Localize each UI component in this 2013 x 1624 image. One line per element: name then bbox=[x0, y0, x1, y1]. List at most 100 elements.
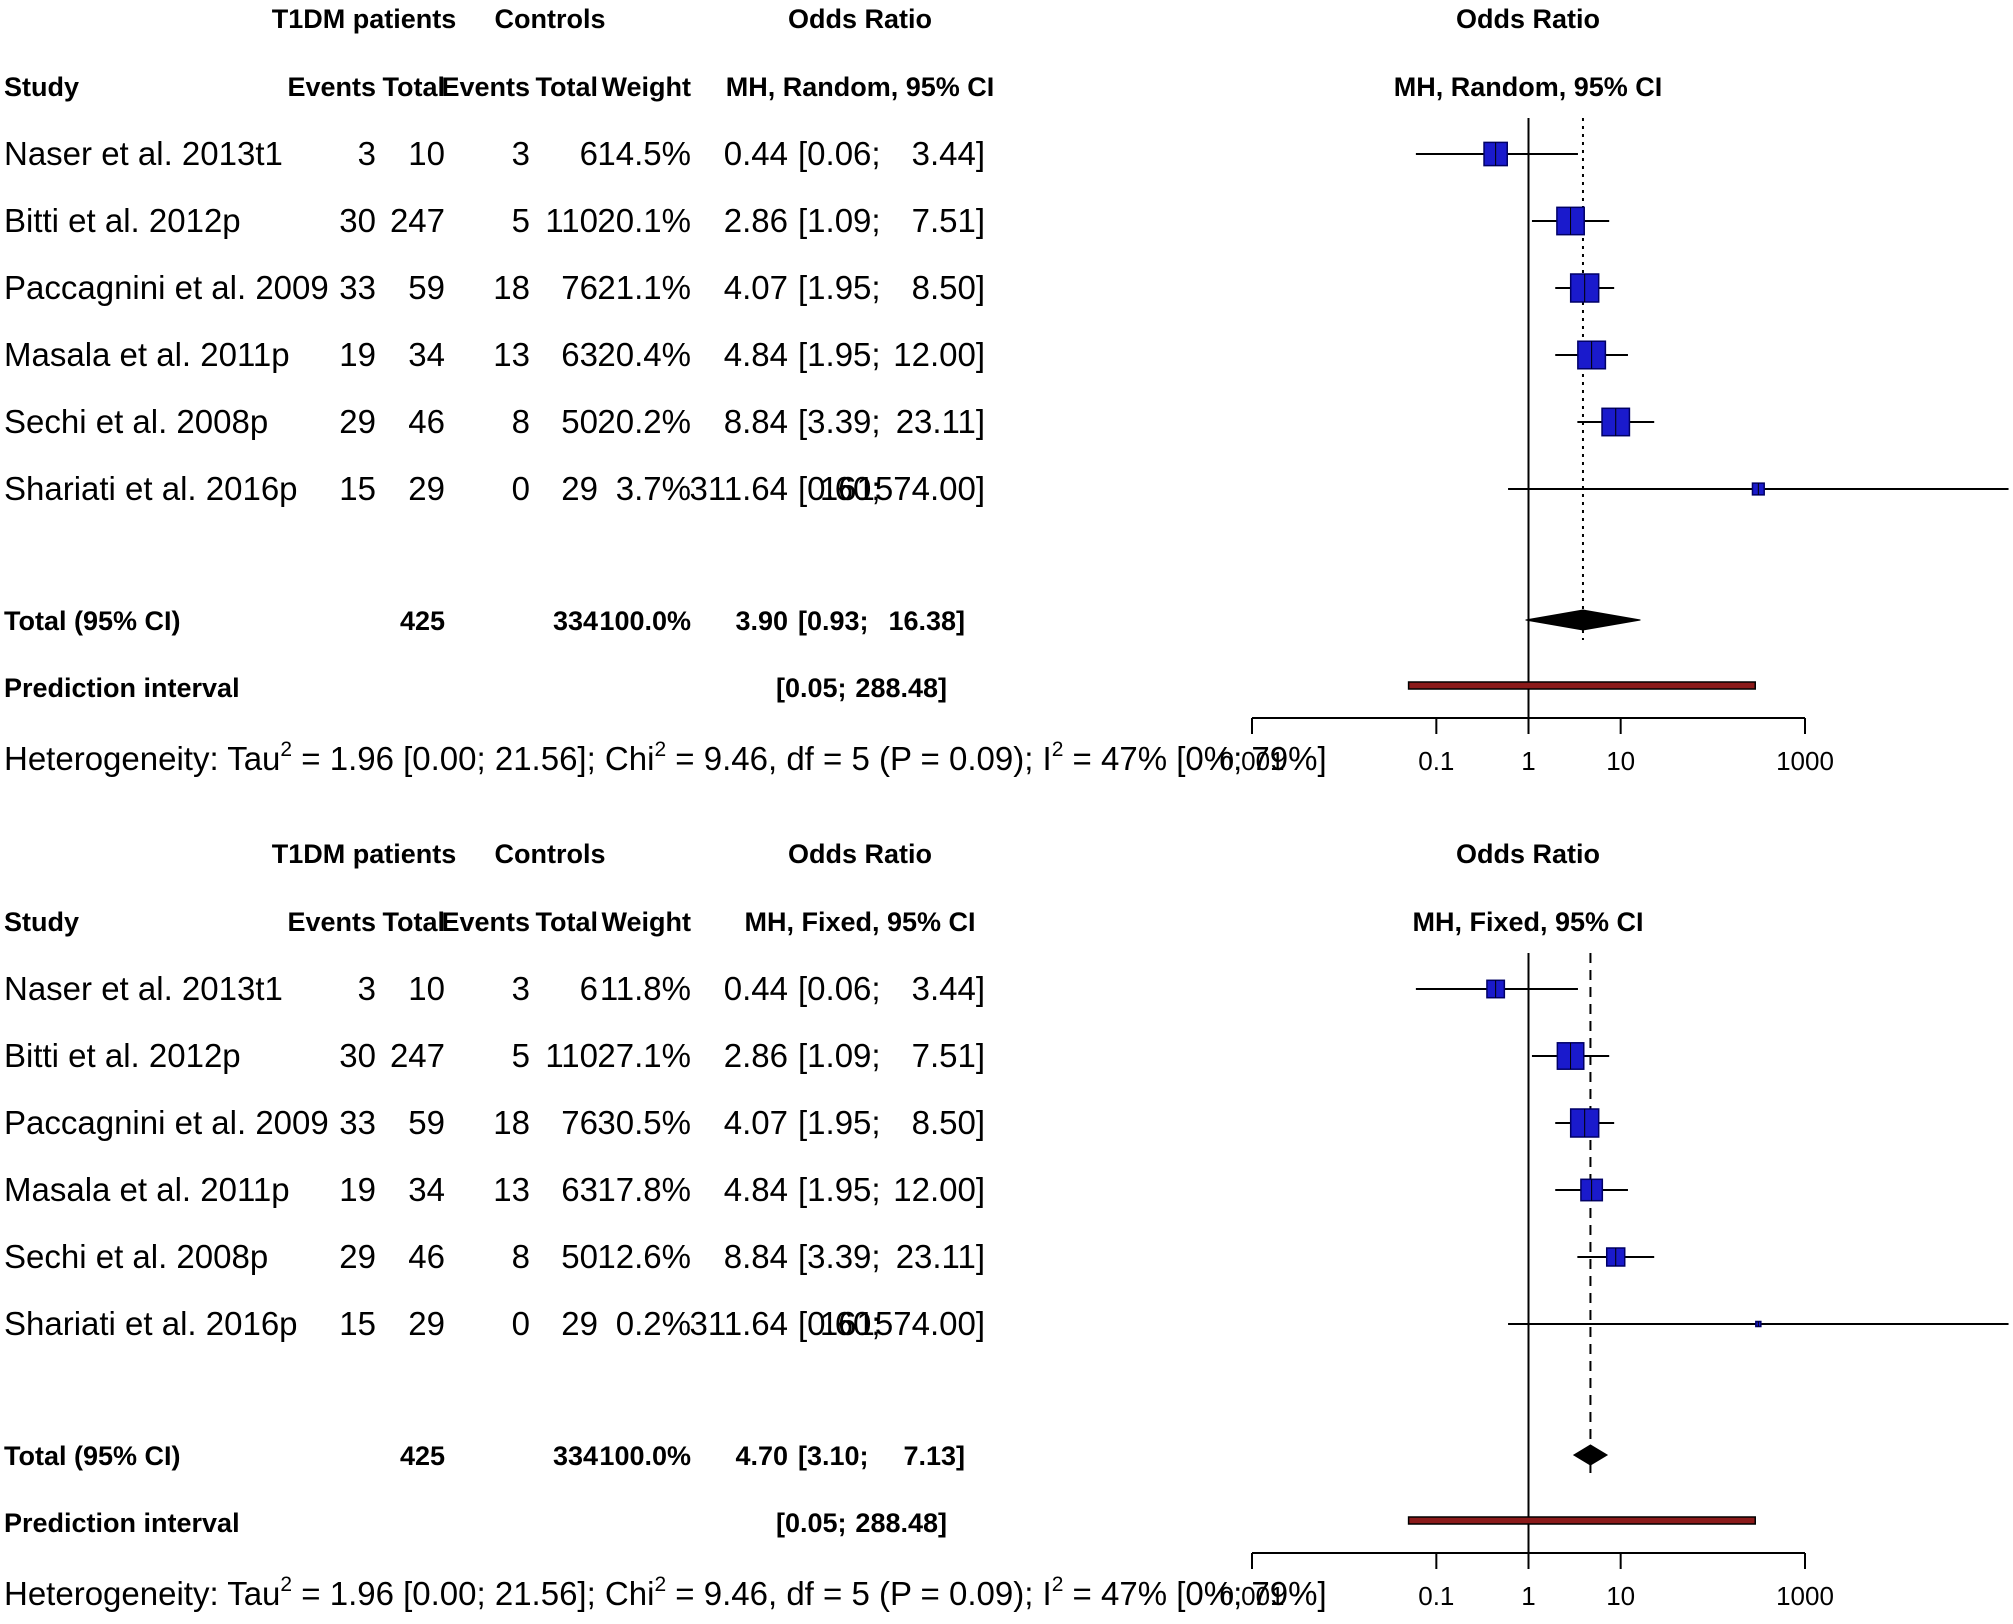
or-cell: 4.07 bbox=[724, 1104, 788, 1141]
events1-column-header: Events bbox=[287, 72, 376, 102]
ci-lower-cell: [1.95; bbox=[798, 1104, 881, 1141]
weight-cell: 12.6% bbox=[597, 1238, 691, 1275]
total1-cell: 46 bbox=[408, 403, 445, 440]
weight-cell: 17.8% bbox=[597, 1171, 691, 1208]
weight-cell: 20.1% bbox=[597, 202, 691, 239]
events2-cell: 5 bbox=[512, 1037, 530, 1074]
total2-cell: 110 bbox=[545, 202, 598, 239]
prediction-label: Prediction interval bbox=[4, 673, 240, 703]
total-weight: 100.0% bbox=[599, 1441, 691, 1471]
pooled-diamond bbox=[1572, 1444, 1609, 1466]
events2-cell: 3 bbox=[512, 970, 530, 1007]
group1-header: T1DM patients bbox=[272, 4, 457, 34]
study-name: Sechi et al. 2008p bbox=[4, 403, 268, 440]
forest-panel-random: T1DM patients Controls Odds Ratio Odds Rati… bbox=[4, 4, 2009, 777]
study-name: Masala et al. 2011p bbox=[4, 1171, 290, 1208]
heterogeneity-superscript: 2 bbox=[654, 1573, 666, 1596]
or-cell: 311.64 bbox=[690, 1305, 788, 1342]
total-weight: 100.0% bbox=[599, 606, 691, 636]
events2-cell: 0 bbox=[512, 1305, 530, 1342]
total1-cell: 59 bbox=[408, 1104, 445, 1141]
ci-lower-cell: [0.06; bbox=[798, 970, 881, 1007]
ci-upper-cell: 7.51] bbox=[912, 1037, 985, 1074]
ci-upper-cell: 7.51] bbox=[912, 202, 985, 239]
heterogeneity-part: = 1.96 [0.00; 21.56]; Chi bbox=[292, 740, 654, 777]
weight-cell: 0.2% bbox=[616, 1305, 691, 1342]
ci-lower-cell: [1.95; bbox=[798, 269, 881, 306]
or-cell: 4.07 bbox=[724, 269, 788, 306]
weight-cell: 20.4% bbox=[597, 336, 691, 373]
events2-cell: 3 bbox=[512, 135, 530, 172]
total-n2: 334 bbox=[553, 606, 598, 636]
heterogeneity-superscript: 2 bbox=[1052, 1573, 1064, 1596]
total-or: 3.90 bbox=[735, 606, 788, 636]
events2-cell: 13 bbox=[493, 1171, 530, 1208]
ci-upper-cell: 8.50] bbox=[912, 269, 985, 306]
total2-cell: 76 bbox=[561, 1104, 598, 1141]
weight-cell: 21.1% bbox=[597, 269, 691, 306]
study-column-header: Study bbox=[4, 907, 79, 937]
group2-header: Controls bbox=[495, 839, 606, 869]
total1-cell: 10 bbox=[408, 135, 445, 172]
group1-header: T1DM patients bbox=[272, 839, 457, 869]
study-name: Bitti et al. 2012p bbox=[4, 202, 241, 239]
events2-cell: 18 bbox=[493, 1104, 530, 1141]
total2-cell: 63 bbox=[561, 336, 598, 373]
ci-upper-cell: 12.00] bbox=[893, 336, 985, 373]
x-axis-tick-label: 0.001 bbox=[1219, 1581, 1284, 1611]
ci-lower-cell: [1.09; bbox=[798, 1037, 881, 1074]
prediction-ci-lower: [0.05; bbox=[776, 673, 847, 703]
events1-cell: 15 bbox=[339, 1305, 376, 1342]
x-axis-tick-label: 1000 bbox=[1776, 746, 1834, 776]
events2-cell: 8 bbox=[512, 403, 530, 440]
heterogeneity-superscript: 2 bbox=[280, 738, 292, 761]
x-axis-tick-label: 0.001 bbox=[1219, 746, 1284, 776]
total-n2: 334 bbox=[553, 1441, 598, 1471]
total2-cell: 110 bbox=[545, 1037, 598, 1074]
events1-cell: 29 bbox=[339, 403, 376, 440]
ci-upper-cell: 161574.00] bbox=[820, 1305, 985, 1342]
events1-cell: 33 bbox=[339, 1104, 376, 1141]
x-axis-tick-label: 1000 bbox=[1776, 1581, 1834, 1611]
total2-cell: 29 bbox=[561, 1305, 598, 1342]
total2-cell: 29 bbox=[561, 470, 598, 507]
events1-cell: 15 bbox=[339, 470, 376, 507]
or-cell: 0.44 bbox=[724, 135, 788, 172]
or-cell: 2.86 bbox=[724, 1037, 788, 1074]
ci-upper-cell: 23.11] bbox=[896, 403, 985, 440]
x-axis-tick-label: 1 bbox=[1521, 1581, 1535, 1611]
events1-cell: 3 bbox=[358, 135, 376, 172]
ci-lower-cell: [1.09; bbox=[798, 202, 881, 239]
heterogeneity-text: Heterogeneity: Tau2 = 1.96 [0.00; 21.56]… bbox=[4, 738, 1327, 777]
study-name: Shariati et al. 2016p bbox=[4, 470, 298, 507]
weight-column-header: Weight bbox=[602, 907, 692, 937]
x-axis-tick-label: 10 bbox=[1606, 746, 1635, 776]
ci-lower-cell: [0.06; bbox=[798, 135, 881, 172]
total1-cell: 46 bbox=[408, 1238, 445, 1275]
total2-cell: 6 bbox=[580, 135, 598, 172]
heterogeneity-part: = 9.46, df = 5 (P = 0.09); I bbox=[666, 740, 1052, 777]
total1-cell: 29 bbox=[408, 1305, 445, 1342]
study-column-header: Study bbox=[4, 72, 79, 102]
total1-cell: 34 bbox=[408, 336, 445, 373]
total2-cell: 76 bbox=[561, 269, 598, 306]
total-ci-lower: [3.10; bbox=[798, 1441, 869, 1471]
prediction-label: Prediction interval bbox=[4, 1508, 240, 1538]
or-cell: 4.84 bbox=[724, 1171, 788, 1208]
total1-cell: 59 bbox=[408, 269, 445, 306]
total2-column-header: Total bbox=[536, 72, 599, 102]
total1-cell: 34 bbox=[408, 1171, 445, 1208]
events1-cell: 33 bbox=[339, 269, 376, 306]
total1-cell: 247 bbox=[390, 202, 445, 239]
forest-panel-fixed: T1DM patients Controls Odds Ratio Odds Rati… bbox=[4, 839, 2009, 1612]
prediction-interval-bar bbox=[1407, 1516, 1756, 1525]
events1-cell: 30 bbox=[339, 202, 376, 239]
or-cell: 4.84 bbox=[724, 336, 788, 373]
total-ci-upper: 16.38] bbox=[888, 606, 965, 636]
weight-column-header: Weight bbox=[602, 72, 692, 102]
heterogeneity-part: = 47% [0%; 79%] bbox=[1063, 1575, 1326, 1612]
total1-cell: 247 bbox=[390, 1037, 445, 1074]
x-axis-tick-label: 10 bbox=[1606, 1581, 1635, 1611]
events1-cell: 19 bbox=[339, 336, 376, 373]
events2-column-header: Events bbox=[441, 907, 530, 937]
